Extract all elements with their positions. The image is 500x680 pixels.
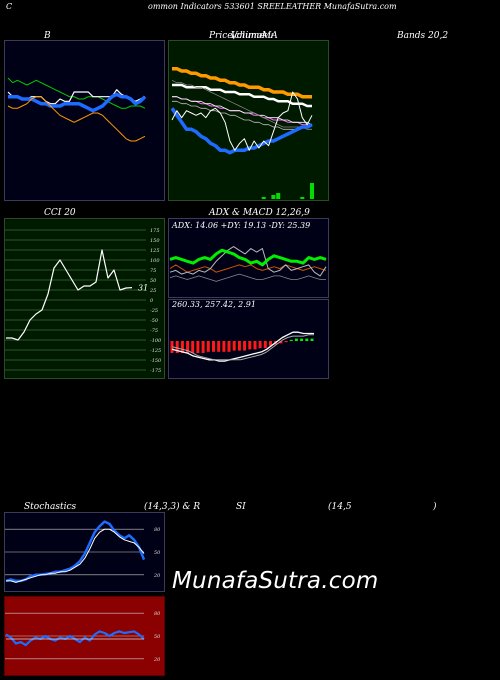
macd-hist-bar <box>258 341 262 349</box>
ichimoku-line-b <box>172 100 313 130</box>
macd-signal-line <box>171 334 314 361</box>
price-title-volume: Volume <box>231 31 265 41</box>
macd-hist-bar <box>263 341 267 349</box>
cci-tick-label: 0 <box>150 298 154 304</box>
macd-hist-bar <box>305 338 309 341</box>
bollinger-panel <box>4 40 165 201</box>
macd-hist-bar <box>175 341 179 353</box>
macd-hist-bar <box>243 341 247 351</box>
stoch-d-line <box>6 528 145 583</box>
adx-panel <box>168 218 329 298</box>
macd-hist-bar <box>227 341 231 352</box>
macd-hist-bar <box>248 341 252 350</box>
macd-hist-bar <box>232 341 236 351</box>
macd-hist-bar <box>294 338 298 341</box>
cci-tick-label: -125 <box>150 348 161 354</box>
macd-hist-bar <box>300 338 304 341</box>
bb-price-line <box>7 89 146 105</box>
macd-hist-bar <box>284 341 288 343</box>
price-line <box>171 91 313 151</box>
stoch-title-rsi-params: (14,5 <box>328 502 352 512</box>
macd-hist-bar <box>279 341 283 344</box>
volume-bar <box>261 197 266 199</box>
osc-tick-label: 80 <box>154 611 161 617</box>
bb-middle-line <box>8 92 147 113</box>
cci-tick-label: 175 <box>150 228 160 234</box>
price-title-price: Price, <box>209 31 236 41</box>
macd-hist-bar <box>289 339 293 341</box>
macd-hist-bar <box>186 341 190 353</box>
bbands-title: B <box>44 31 51 41</box>
c-letter: C <box>6 2 13 11</box>
macd-hist-bar <box>269 341 272 346</box>
macd-values: 260.33, 257.42, 2.91 <box>172 300 256 309</box>
ma-blue-line <box>170 107 313 155</box>
page-title: ommon Indicators 533601 SREELEATHER Muna… <box>148 2 397 11</box>
volume-bar <box>271 195 276 199</box>
plus-di-line <box>169 246 327 277</box>
cci-tick-label: 150 <box>150 238 160 244</box>
minus-di-line <box>169 264 327 273</box>
macd-hist-bar <box>180 341 184 353</box>
ma-orange-line <box>172 66 312 99</box>
macd-hist-bar <box>206 341 210 352</box>
macd-hist-bar <box>217 341 221 352</box>
cci-tick-label: -175 <box>150 368 161 374</box>
bb-lower-line <box>7 96 146 142</box>
macd-hist-bar <box>196 341 200 353</box>
price-title-ma: MA <box>262 31 278 41</box>
cci-tick-label: 75 <box>150 268 156 274</box>
macd-hist-bar <box>212 341 215 352</box>
price-panel <box>168 40 329 201</box>
macd-hist-bar <box>222 341 226 352</box>
stoch-k-line <box>5 520 146 583</box>
osc-tick-label: 20 <box>153 573 161 579</box>
macd-hist-bar <box>237 341 241 351</box>
stoch-title-stochastics: Stochastics <box>24 502 77 512</box>
ichimoku-line-c <box>171 79 312 130</box>
macd-hist-bar <box>310 338 314 341</box>
cci-tick-label: 50 <box>150 278 157 284</box>
volume-bar <box>310 183 314 199</box>
cci-last-value: 31 <box>138 284 148 293</box>
cci-tick-label: -150 <box>150 358 162 364</box>
adx-line <box>169 273 326 282</box>
adx-values: ADX: 14.06 +DY: 19.13 -DY: 25.39 <box>172 221 311 230</box>
macd-panel <box>168 299 329 379</box>
cci-tick-label: 100 <box>150 258 160 264</box>
bands-right-label: Bands 20,2 <box>397 31 449 41</box>
bb-upper-line <box>7 77 146 109</box>
stoch-title-params: (14,3,3) & R <box>144 502 201 512</box>
volume-bar <box>276 193 281 199</box>
macd-hist-bar <box>191 341 195 353</box>
macd-hist-bar <box>253 341 257 350</box>
watermark: MunafaSutra.com <box>172 568 379 594</box>
osc-tick-label: 80 <box>154 527 161 533</box>
osc-tick-label: 20 <box>153 657 161 663</box>
cci-panel: 175 150 125 100 75 50 25 0 -25 -50 -75 -100 -125 -150… <box>4 218 165 379</box>
cci-tick-label: -50 <box>150 318 159 324</box>
rsi-panel: 80 50 20 <box>4 596 165 676</box>
cci-tick-label: -75 <box>150 328 158 334</box>
cci-tick-label: -100 <box>150 338 162 344</box>
adx-macd-title: ADX & MACD 12,26,9 <box>209 208 310 218</box>
macd-line <box>171 331 314 362</box>
stoch-title-close: ) <box>433 502 437 512</box>
cci-tick-label: -25 <box>150 308 158 314</box>
price-title-ichimoku: Ichimoku <box>231 31 274 41</box>
volume-bar <box>300 197 305 199</box>
osc-tick-label: 50 <box>154 550 161 556</box>
macd-hist-bar <box>201 341 205 353</box>
cci-tick-label: 125 <box>150 248 160 254</box>
stoch-panel: 80 50 20 <box>4 512 165 592</box>
osc-tick-label: 50 <box>154 634 161 640</box>
cci-tick-label: 25 <box>149 288 156 294</box>
cci-title: CCI 20 <box>44 208 76 218</box>
ichimoku-line-a <box>172 96 313 126</box>
cci-line <box>6 249 133 341</box>
adx-green-line <box>169 248 327 267</box>
stoch-title-si: SI <box>236 502 246 512</box>
